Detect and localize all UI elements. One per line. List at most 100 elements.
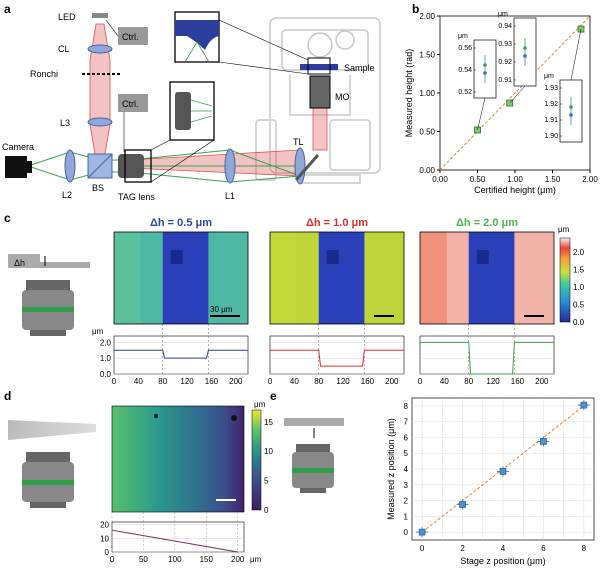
data-point-e xyxy=(418,528,426,536)
profile-y-tick-label-d: 10 xyxy=(100,534,109,543)
profile-x-tick-label-c: 0 xyxy=(112,377,117,386)
profile-x-tick-label-c: 120 xyxy=(336,377,350,386)
profile-x-tick-label-c: 200 xyxy=(385,377,399,386)
inset-tick-label-b: 0.52 xyxy=(458,89,472,96)
profile-x-tick-label-d: 50 xyxy=(139,555,148,564)
profile-x-tick-label-c: 200 xyxy=(229,377,243,386)
ctrl-box-top xyxy=(118,27,148,45)
panel-label-d: d xyxy=(4,389,11,403)
tag-lens xyxy=(118,154,144,178)
inset-b: μm 1.93 1.92 1.91 1.90 xyxy=(544,73,583,143)
inset-tick-label-b: 0.92 xyxy=(498,59,512,66)
map-frame-c xyxy=(269,231,405,325)
defect-d xyxy=(231,415,237,421)
profile-line-c xyxy=(420,341,554,375)
inset-tick-label-b: 0.94 xyxy=(498,23,512,30)
scalebar-label-c: 30 μm xyxy=(210,305,233,314)
label-bs: BS xyxy=(92,183,104,193)
inset-connector-b xyxy=(509,85,526,104)
map-texture-c xyxy=(114,232,141,324)
profile-unit-d: μm xyxy=(250,555,262,564)
profile-x-tick-label-d: 200 xyxy=(231,555,245,564)
y-tick-label-b: 0.00 xyxy=(419,166,435,175)
y-tick-label-e: 4 xyxy=(404,465,409,474)
x-tick-label-e: 8 xyxy=(582,544,587,553)
sample-slab xyxy=(300,64,338,70)
map-texture-c xyxy=(420,232,447,324)
colorbar-tick-label-c: 1.5 xyxy=(573,266,585,275)
profile-frame-c xyxy=(113,335,249,375)
y-tick-label-e: 7 xyxy=(404,418,409,427)
height-map-c: Δh = 1.0 μm 0 40 80 120 160 200 xyxy=(268,217,405,386)
label-tl: TL xyxy=(293,137,304,147)
x-tick-label-b: 1.50 xyxy=(545,175,561,184)
profile-line-c xyxy=(270,349,404,367)
x-tick-label-b: 0.50 xyxy=(470,175,486,184)
inset-b: μm 0.94 0.93 0.92 0.91 xyxy=(498,11,537,87)
panel-label-a: a xyxy=(4,2,11,16)
inset-tick-label-b: 0.91 xyxy=(498,77,512,84)
defect-d xyxy=(154,414,158,418)
green-beam xyxy=(27,149,301,183)
panel-label-b: b xyxy=(412,2,419,16)
y-axis-label-b: Measured height (rad) xyxy=(404,49,414,138)
inset-point-green-b xyxy=(569,105,573,109)
y-tick-label-e: 5 xyxy=(404,449,409,458)
data-point-e xyxy=(459,501,466,508)
profile-x-tick-label-c: 0 xyxy=(418,377,423,386)
tube-lens xyxy=(294,147,306,185)
colorbar-tick-label-d: 10 xyxy=(264,447,273,456)
profile-x-tick-label-d: 0 xyxy=(110,555,115,564)
profile-line-d xyxy=(111,529,238,553)
data-point-e xyxy=(540,438,547,445)
profile-x-tick-label-c: 40 xyxy=(290,377,299,386)
ctrl-top-label: Ctrl. xyxy=(122,32,139,42)
profile-y-tick-label-c: 2.0 xyxy=(100,338,112,347)
label-led: LED xyxy=(58,12,76,22)
map-title-c: Δh = 2.0 μm xyxy=(456,217,518,229)
sample-icon-e xyxy=(284,418,344,493)
inset-tick-label-b: 0.54 xyxy=(458,67,472,74)
colorbar-tick-label-c: 0.5 xyxy=(573,301,585,310)
ctrl-mid-label: Ctrl. xyxy=(122,99,139,109)
inset-tick-label-b: 1.91 xyxy=(544,117,558,124)
inset-point-blue-b xyxy=(483,71,487,75)
led-icon xyxy=(92,13,108,18)
y-tick-label-e: 0 xyxy=(404,528,409,537)
profile-x-tick-label-c: 120 xyxy=(180,377,194,386)
x-tick-label-b: 2.00 xyxy=(582,175,598,184)
inset-tick-label-b: 0.93 xyxy=(498,41,512,48)
profile-x-tick-label-c: 160 xyxy=(361,377,375,386)
y-tick-label-b: 1.00 xyxy=(419,89,435,98)
colorbar-c xyxy=(559,237,571,323)
label-l3: L3 xyxy=(60,118,70,128)
label-tag-lens: TAG lens xyxy=(118,192,155,202)
profile-x-tick-label-c: 120 xyxy=(486,377,500,386)
lens-l3 xyxy=(87,117,113,127)
map-title-c: Δh = 0.5 μm xyxy=(150,217,212,229)
x-axis-label-e: Stage z position (μm) xyxy=(460,556,545,566)
map-frame-c xyxy=(113,231,249,325)
data-point-e xyxy=(580,401,588,409)
colorbar-tick-label-d: 0 xyxy=(264,506,269,515)
colorbar-tick-label-c: 2.0 xyxy=(573,248,585,257)
profile-frame-c xyxy=(269,335,405,375)
y-tick-label-b: 1.50 xyxy=(419,51,435,60)
y-tick-label-e: 2 xyxy=(404,497,409,506)
profile-y-tick-label-c: 0.0 xyxy=(100,370,112,379)
profile-x-tick-label-c: 40 xyxy=(134,377,143,386)
profile-x-tick-label-c: 80 xyxy=(314,377,323,386)
microscope-outline xyxy=(255,17,381,184)
x-tick-label-b: 1.00 xyxy=(507,175,523,184)
mirror xyxy=(294,154,320,181)
inset-tick-label-b: 1.93 xyxy=(544,85,558,92)
y-tick-label-e: 3 xyxy=(404,481,409,490)
label-cl: CL xyxy=(58,44,70,54)
map-frame-d xyxy=(111,405,245,513)
panel-label-e: e xyxy=(270,389,277,403)
inset-tick-label-b: 0.56 xyxy=(458,45,472,52)
map-texture-c xyxy=(476,250,489,264)
height-map-c: Δh = 0.5 μm 0 40 80 120 160 200 μm 2.0 1.0 0.0 30 μ… xyxy=(92,217,249,386)
y-tick-label-b: 0.50 xyxy=(419,128,435,137)
